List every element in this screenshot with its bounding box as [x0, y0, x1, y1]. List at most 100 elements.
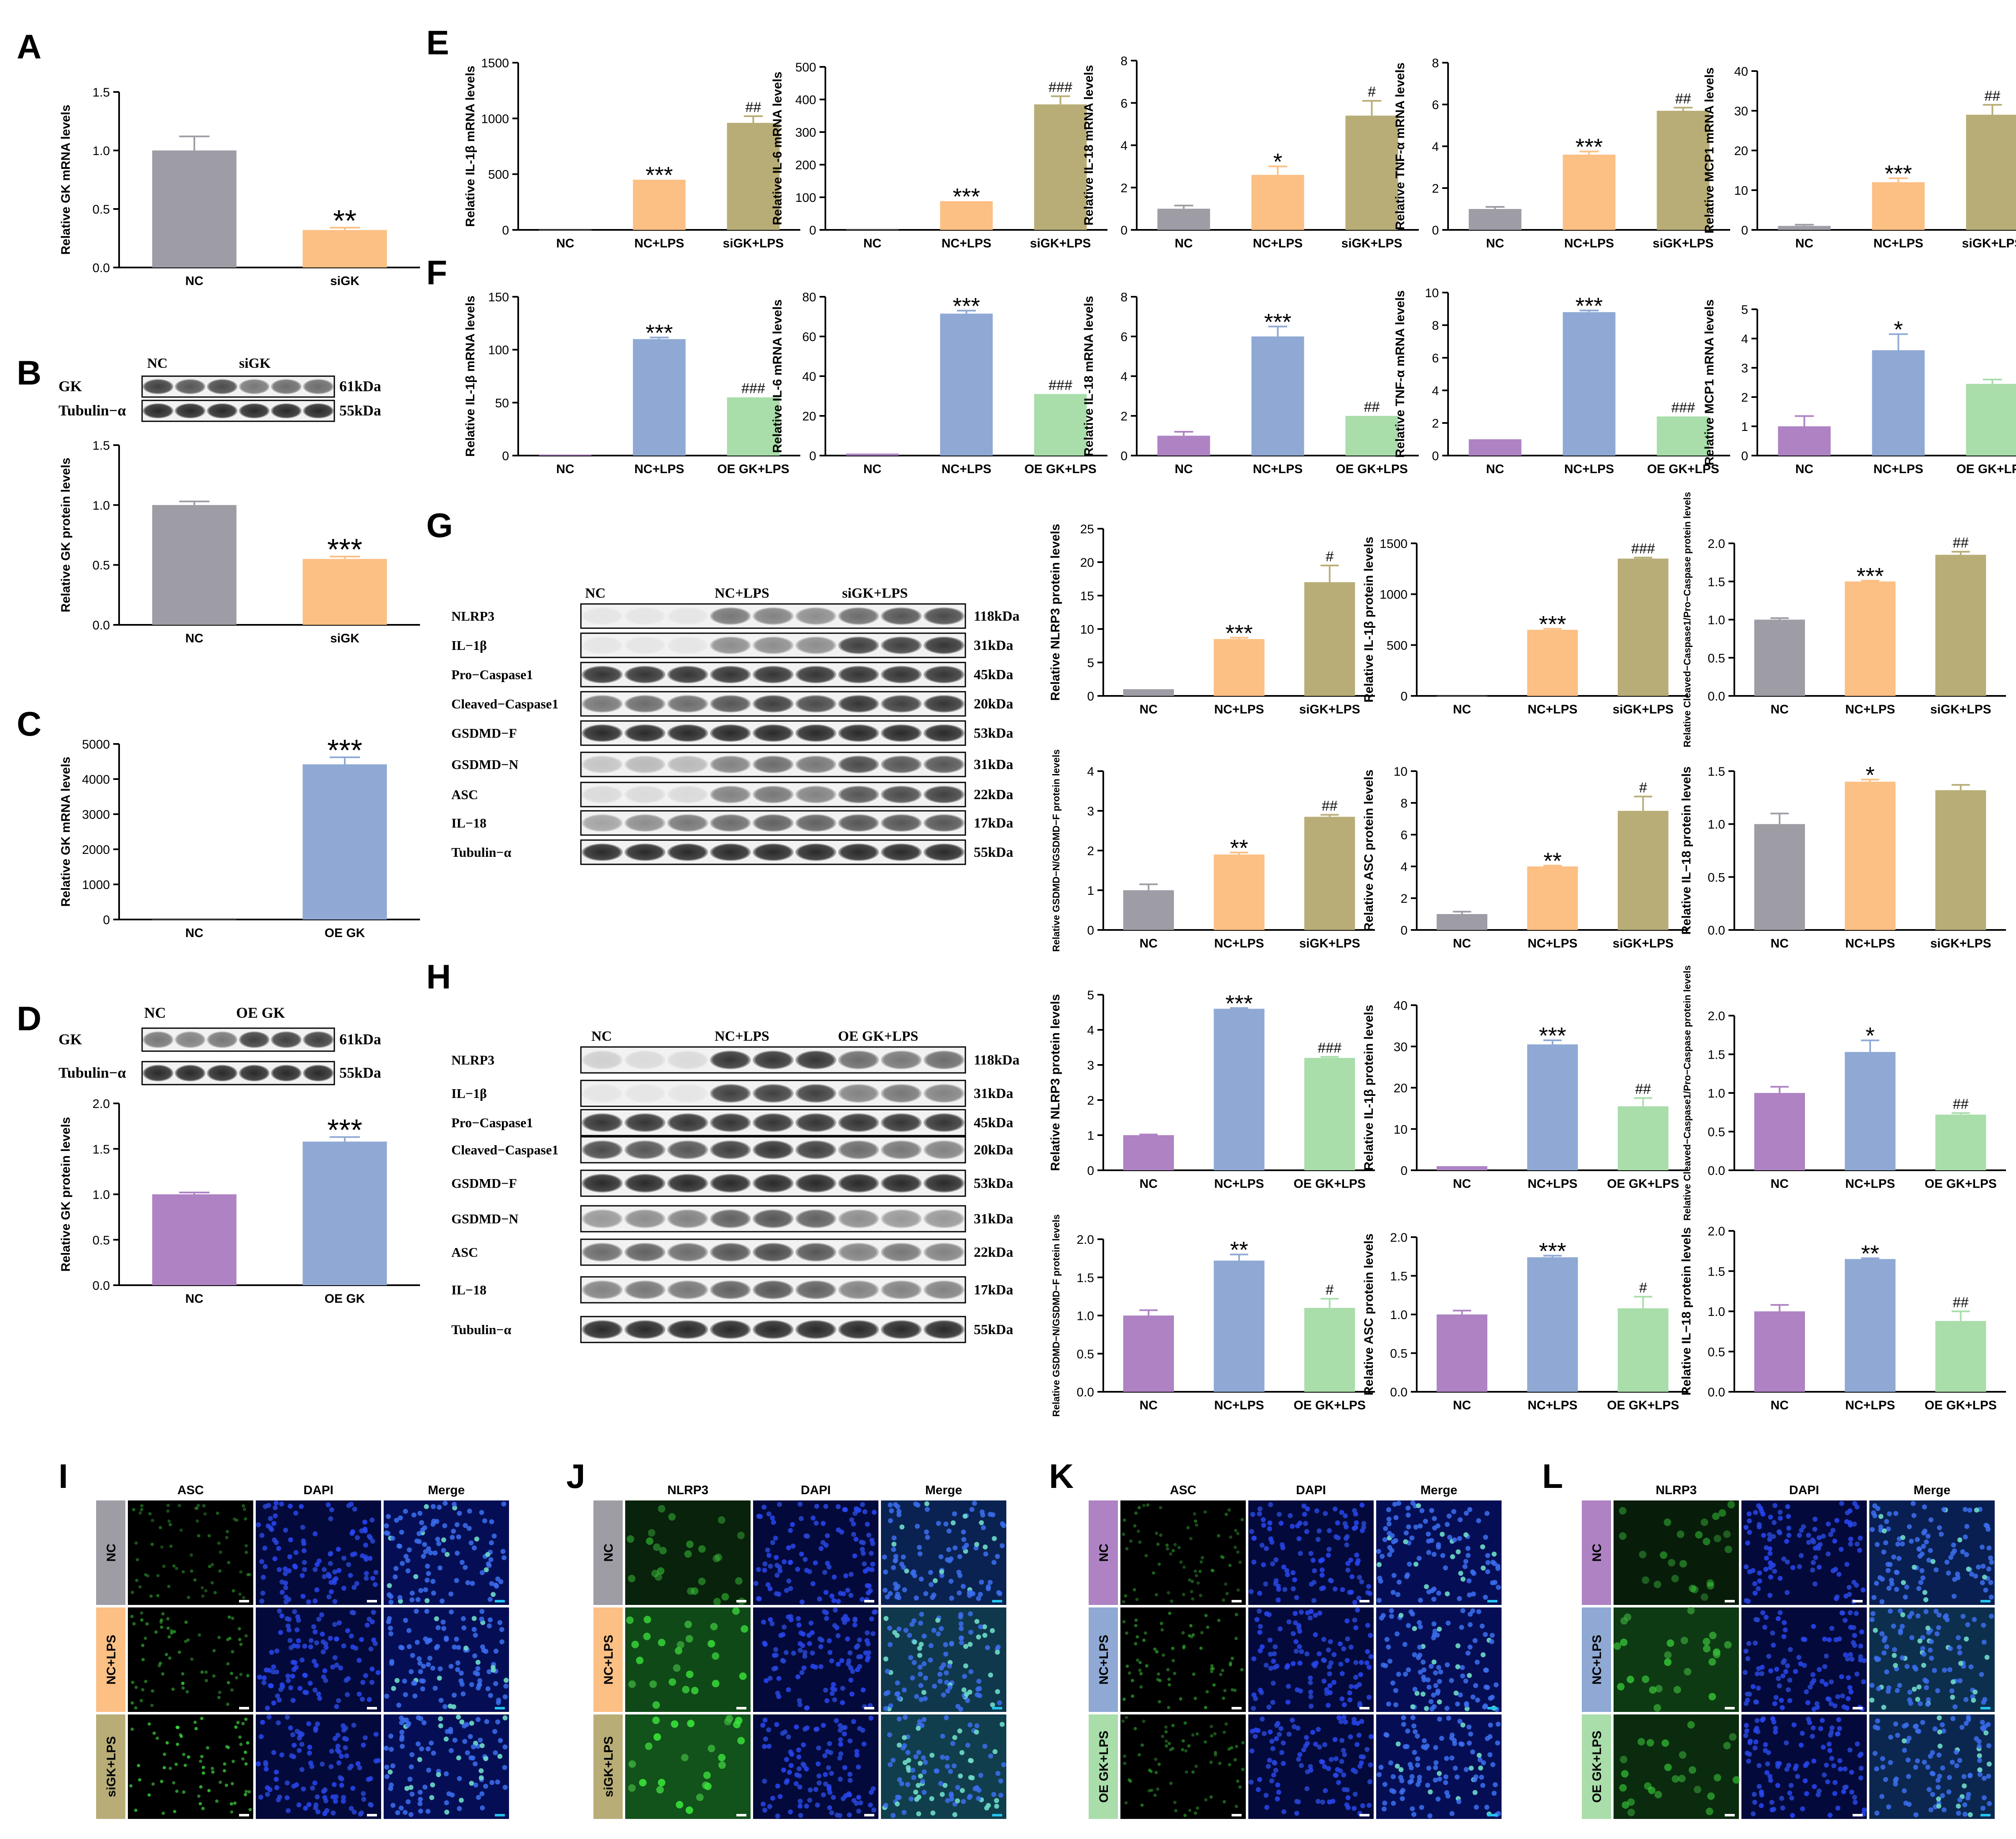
blot-band: [624, 1113, 666, 1132]
cell-spot: [129, 1784, 133, 1788]
cell-spot: [939, 1665, 944, 1671]
cell-spot: [802, 1557, 808, 1562]
cell-spot: [853, 1536, 859, 1542]
significance-marker-icon: ***: [646, 162, 673, 188]
cell-spot: [291, 1742, 297, 1748]
cell-spot: [912, 1573, 917, 1579]
blot-band: [795, 637, 837, 654]
cell-spot: [1806, 1540, 1811, 1545]
cell-spot: [315, 1794, 320, 1800]
blot-band: [667, 1209, 708, 1228]
cell-spot: [883, 1656, 888, 1662]
cell-spot: [1756, 1586, 1761, 1591]
cell-spot: [306, 1802, 312, 1807]
cell-spot: [1229, 1535, 1232, 1539]
y-tick-label: 150: [488, 290, 509, 304]
cell-spot: [1906, 1774, 1911, 1779]
cell-spot: [1268, 1729, 1273, 1735]
cell-spot: [789, 1763, 794, 1768]
cell-spot: [1133, 1588, 1136, 1592]
cell-spot: [1772, 1503, 1778, 1508]
cell-spot: [501, 1501, 507, 1507]
cell-spot: [1913, 1765, 1918, 1770]
cell-spot: [1186, 1526, 1190, 1530]
blot-band: [582, 695, 623, 713]
cell-spot: [373, 1570, 379, 1575]
micrograph-image: [1376, 1607, 1502, 1712]
significance-marker-icon: **: [1861, 1240, 1879, 1266]
cell-spot: [1839, 1610, 1845, 1615]
cell-spot: [1879, 1631, 1885, 1636]
cell-spot: [1150, 1788, 1153, 1792]
bar-nc-lps: [1872, 182, 1925, 230]
cell-spot: [1444, 1756, 1449, 1761]
cell-spot: [831, 1598, 837, 1603]
bar-sigk-lps: [1345, 115, 1398, 230]
cell-spot: [285, 1678, 291, 1683]
cell-spot: [905, 1782, 911, 1787]
cell-spot: [1805, 1700, 1810, 1705]
cell-spot: [1729, 1733, 1737, 1741]
cell-spot: [1797, 1564, 1802, 1569]
cell-spot: [1240, 1518, 1244, 1521]
cell-spot: [1965, 1622, 1970, 1628]
cell-spot: [810, 1663, 815, 1669]
cell-spot: [959, 1750, 965, 1755]
blot-band: [923, 786, 965, 803]
cell-spot: [232, 1760, 235, 1763]
cell-spot: [389, 1747, 394, 1752]
cell-spot: [903, 1628, 909, 1633]
cell-spot: [350, 1529, 356, 1534]
cell-spot: [1159, 1506, 1163, 1510]
blot-band: [838, 1174, 879, 1193]
blot-kda-label: 55kDa: [974, 845, 1013, 860]
cell-spot: [1889, 1577, 1894, 1583]
cell-spot: [1433, 1683, 1438, 1688]
blot-band: [582, 1209, 623, 1228]
blot-band: [582, 814, 623, 832]
cell-spot: [442, 1704, 448, 1709]
cell-spot: [1444, 1790, 1449, 1796]
cell-spot: [1841, 1789, 1846, 1794]
cell-spot: [718, 1754, 726, 1762]
cell-spot: [241, 1722, 245, 1725]
cell-spot: [1339, 1759, 1344, 1764]
cell-spot: [848, 1593, 854, 1598]
cell-spot: [1428, 1699, 1434, 1704]
cell-spot: [394, 1518, 399, 1523]
cell-spot: [1973, 1574, 1978, 1579]
cell-spot: [1274, 1663, 1280, 1669]
cell-spot: [1124, 1801, 1128, 1805]
cell-spot: [339, 1776, 344, 1782]
cell-spot: [1829, 1679, 1834, 1685]
blot-band: [624, 695, 666, 713]
cell-spot: [272, 1513, 278, 1518]
micrograph-row-strip: [1582, 1607, 1611, 1712]
cell-spot: [1405, 1572, 1410, 1577]
cell-spot: [945, 1688, 950, 1694]
cell-spot: [276, 1546, 281, 1551]
cell-spot: [1849, 1656, 1855, 1662]
cell-spot: [1894, 1587, 1899, 1592]
lane-group-label: NC: [591, 1029, 612, 1044]
blot-band: [923, 695, 965, 713]
cell-spot: [1812, 1516, 1818, 1522]
cell-spot: [1420, 1659, 1426, 1665]
cell-spot: [134, 1541, 138, 1545]
cell-spot: [1852, 1795, 1857, 1800]
cell-spot: [1401, 1715, 1406, 1720]
cell-spot: [1667, 1559, 1675, 1566]
y-tick-label: 10: [1734, 184, 1748, 198]
cell-spot: [1854, 1504, 1860, 1510]
blot-band: [752, 1280, 794, 1299]
blot-band: [710, 814, 751, 832]
significance-marker-icon: ***: [1225, 620, 1252, 646]
blot-band: [752, 756, 794, 773]
cell-spot: [463, 1565, 468, 1570]
cell-spot: [823, 1772, 828, 1777]
cell-spot: [313, 1663, 319, 1668]
cell-spot: [1781, 1556, 1787, 1561]
cell-spot: [1391, 1789, 1397, 1794]
cell-spot: [323, 1678, 328, 1683]
cell-spot: [341, 1643, 346, 1648]
